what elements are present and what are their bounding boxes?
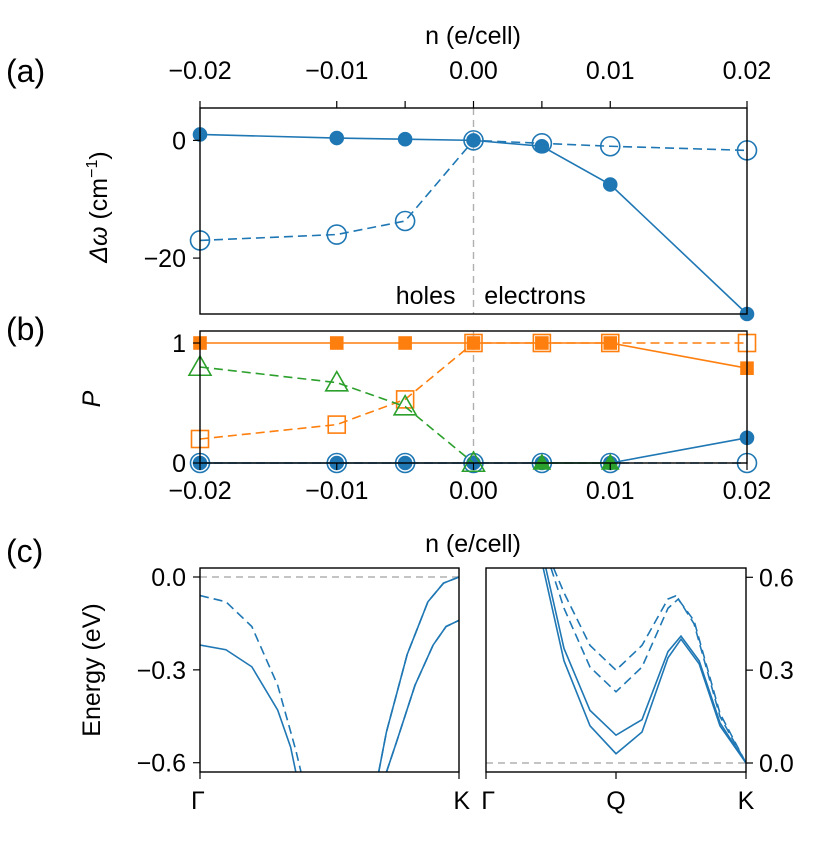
panel-b-series-3-point-3	[464, 333, 483, 353]
panel-c-right-xtick-label-0: Γ	[481, 787, 495, 815]
panel-c-right-series-3-line	[552, 568, 746, 764]
panel-c-left-series-4-line	[385, 619, 459, 772]
panel-a-ytick-label-1: −20	[144, 245, 186, 273]
panel-b-series-3-point-2	[395, 390, 415, 409]
panel-b-series-3-point-4	[532, 333, 552, 353]
panel-a-ylabel-close: )	[85, 151, 113, 159]
panel-b-series-3-point-5	[600, 333, 620, 353]
panel-a-series-1-point-5	[599, 135, 621, 157]
panel-a-series-0-point-5	[602, 177, 618, 192]
panel-c-left-ytick-label-2: −0.6	[137, 750, 186, 778]
panel-a-label: (a)	[6, 53, 45, 89]
panel-b-series-2-point-2	[398, 336, 412, 350]
panel-c-left-series-2-line	[377, 576, 459, 772]
panel-b-series-4-point-0	[532, 453, 552, 470]
panel-b-xtick-label-3: 0.01	[586, 477, 635, 505]
panel-a-series-0-point-1	[329, 130, 345, 146]
panel-b-series-5-point-1	[324, 369, 350, 392]
panel-b-ytick-label-0: 0	[172, 450, 186, 478]
panel-b-xtick-label-1: −0.01	[305, 477, 368, 505]
panel-c-left-frame	[199, 567, 460, 773]
panel-a-xtick-label-3: 0.01	[586, 57, 635, 85]
panel-c-left-plot: 0.0 −0.3 −0.6Γ K	[137, 564, 471, 815]
panel-c-left-ytick-label-1: −0.3	[137, 657, 186, 685]
panel-c-left-series-3-line	[377, 576, 459, 772]
panel-a-ylabel-sup: −1	[84, 160, 101, 178]
panel-c-left-ytick-label-0: 0.0	[151, 564, 186, 592]
panel-a-xtick-label-2: 0.00	[449, 57, 498, 85]
panel-b-series-5-point-2	[392, 393, 418, 416]
panel-a-series-0-point-2	[397, 131, 413, 147]
panel-b-xtick-label-4: 0.02	[723, 477, 772, 505]
panel-a-plot: −0.02 −0.01 0.00 0.01 0.02 0 −20 holes electrons	[144, 57, 772, 322]
panel-a-series-1-point-2	[394, 210, 416, 232]
panel-c-right-ytick-label-0: 0.6	[759, 564, 794, 592]
panel-c-right-plot: 0.6 0.3 0.0 Γ Q K	[481, 564, 794, 815]
panel-b-series-5-line	[199, 366, 475, 464]
panel-b-series-3-point-1	[327, 415, 347, 434]
panel-b-series-3-line	[199, 342, 747, 440]
panel-a-series-1-point-1	[326, 224, 348, 245]
panel-c-left-xtick-label-1: K	[453, 787, 470, 815]
panel-b-xtick-label-2: 0.00	[449, 477, 498, 505]
panel-b-series-5-point-3	[461, 450, 486, 473]
panel-b-plot: −0.02 −0.01 0.00 0.01 0.02 0 1	[168, 330, 771, 505]
panel-c-left-series-0-line	[200, 644, 297, 772]
panel-a-xtick-label-4: 0.02	[723, 57, 772, 85]
panel-a-annotation-1: electrons	[484, 282, 585, 310]
panel-b-series-2-point-1	[329, 336, 344, 350]
panel-a-xtick-label-1: −0.01	[305, 57, 368, 85]
panel-b-ylabel: P	[78, 390, 106, 407]
panel-b-xtick-label-0: −0.02	[168, 477, 231, 505]
panel-c-right-series-0-line	[542, 568, 746, 764]
panel-b-ytick-label-1: 1	[172, 330, 186, 358]
panel-c-left-xtick-label-0: Γ	[191, 787, 205, 815]
panel-c-right-xtick-label-1: Q	[606, 787, 625, 815]
panel-a-xlabel: n (e/cell)	[425, 22, 521, 50]
panel-c-right-ytick-label-1: 0.3	[759, 657, 794, 685]
panel-a-xtick-label-0: −0.02	[168, 57, 231, 85]
panel-c-right-xtick-label-2: K	[738, 787, 755, 815]
panel-c-left-series-5-line	[385, 619, 459, 772]
panel-c-left-series-1-line	[200, 594, 302, 772]
panel-a-ytick-label-0: 0	[172, 127, 186, 155]
panel-a-ylabel-unit: (cm	[85, 178, 113, 227]
panel-c-ylabel: Energy (eV)	[78, 603, 106, 736]
panel-b-label: (b)	[6, 311, 45, 347]
panel-c-right-series-2-line	[550, 568, 746, 764]
panel-b-xlabel: n (e/cell)	[425, 530, 521, 558]
panel-a-series-1-point-4	[531, 133, 553, 154]
panel-c-right-series-1-line	[545, 568, 746, 764]
panel-c-right-ytick-label-2: 0.0	[759, 750, 794, 778]
panel-c-label: (c)	[6, 533, 43, 569]
panel-a-annotation-0: holes	[396, 282, 456, 310]
panel-a-series-1-line	[199, 139, 748, 242]
panel-a-series-1-point-3	[463, 130, 484, 151]
panel-a-ylabel-symbol: Δω	[85, 226, 113, 263]
panel-a-ylabel: Δω (cm−1)	[84, 151, 113, 263]
